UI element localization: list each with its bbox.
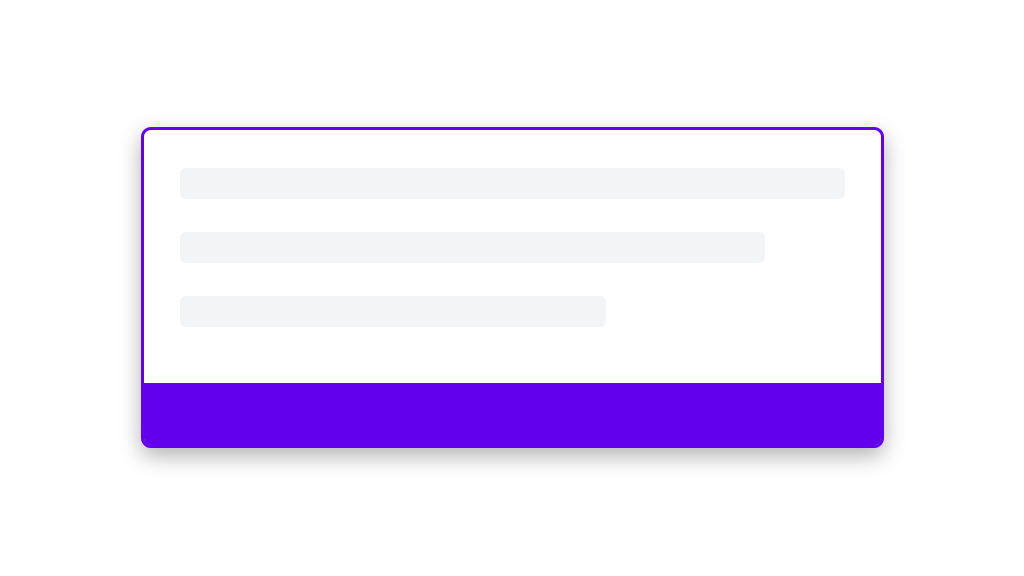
- skeleton-line: [180, 232, 766, 263]
- skeleton-line: [180, 168, 845, 199]
- skeleton-line: [180, 296, 606, 327]
- skeleton-lines: [144, 130, 881, 383]
- card: [141, 127, 884, 448]
- card-footer-bar: [144, 383, 881, 445]
